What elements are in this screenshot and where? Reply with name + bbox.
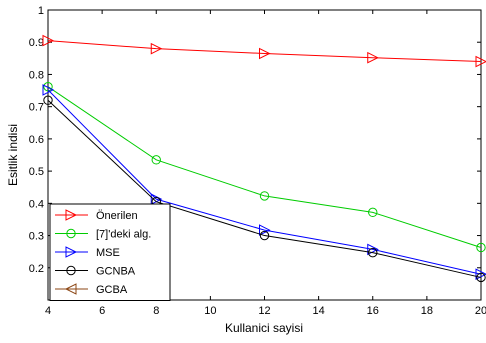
data-point: [42, 34, 55, 47]
data-point: [367, 51, 379, 64]
series-line: [47, 89, 482, 275]
y-tick-label: 0.7: [29, 102, 44, 114]
y-tick-label: 0.8: [29, 69, 44, 81]
y-tick-label: 0.9: [29, 37, 44, 49]
legend: Önerilen [7]'deki alg. MSE GCNBA GCBA: [49, 203, 171, 301]
x-tick-label: 8: [153, 305, 159, 317]
x-tick-label: 20: [475, 305, 486, 317]
y-tick-label: 0.2: [29, 263, 44, 275]
x-tick-label: 16: [367, 305, 379, 317]
y-axis-ticks: 0.2 0.3 0.4 0.5 0.6 0.7 0.8 0.9 1: [29, 5, 481, 275]
data-point: [43, 81, 53, 92]
series-line: [47, 99, 482, 278]
data-point: [151, 155, 161, 165]
series-line: [47, 86, 482, 248]
legend-label: GCBA: [96, 284, 128, 296]
data-point: [259, 224, 271, 236]
legend-label: Önerilen: [96, 210, 138, 222]
legend-label: [7]'deki alg.: [96, 229, 151, 241]
legend-label: MSE: [96, 247, 120, 259]
data-point: [367, 243, 379, 256]
x-tick-label: 6: [99, 305, 105, 317]
series-gcnba: [43, 95, 486, 283]
y-axis-label: Esitlik indisi: [6, 124, 20, 186]
x-axis-ticks: 4 6 8 10 12 14 16 18 20: [45, 10, 486, 317]
data-point: [259, 191, 270, 201]
x-tick-label: 10: [204, 305, 216, 317]
y-tick-label: 1: [38, 5, 44, 17]
legend-marker: [65, 246, 78, 258]
legend-item: [7]'deki alg.: [55, 229, 151, 241]
data-point: [259, 47, 271, 60]
data-point: [475, 268, 486, 281]
data-point: [476, 242, 486, 253]
data-point: [259, 230, 270, 241]
x-axis-label: Kullanici sayisi: [225, 321, 303, 335]
x-tick-label: 4: [45, 305, 51, 317]
data-point: [368, 207, 378, 218]
series--nerilen: [42, 34, 486, 68]
x-tick-label: 12: [258, 305, 270, 317]
series-mse: [42, 84, 486, 281]
y-tick-label: 0.6: [29, 134, 44, 146]
x-tick-label: 18: [421, 305, 433, 317]
legend-marker: [66, 265, 76, 276]
series--7-deki-alg-: [43, 81, 486, 253]
y-tick-label: 0.3: [29, 231, 44, 243]
legend-marker: [66, 228, 76, 239]
legend-marker: [64, 283, 77, 295]
legend-label: GCNBA: [96, 266, 136, 278]
data-point: [475, 55, 486, 68]
data-point: [43, 95, 53, 105]
data-point: [368, 247, 378, 258]
series-layer: [42, 34, 486, 283]
data-point: [476, 272, 486, 283]
x-tick-label: 14: [313, 305, 325, 317]
series-line: [47, 40, 482, 63]
legend-marker: [65, 209, 78, 221]
y-tick-label: 0.5: [29, 166, 44, 178]
legend-item: Önerilen: [55, 209, 138, 222]
legend-item: GCNBA: [55, 266, 136, 278]
data-point: [42, 84, 55, 96]
data-point: [150, 42, 163, 55]
legend-item: GCBA: [55, 283, 128, 296]
y-tick-label: 0.4: [29, 198, 44, 210]
legend-item: MSE: [55, 246, 120, 259]
